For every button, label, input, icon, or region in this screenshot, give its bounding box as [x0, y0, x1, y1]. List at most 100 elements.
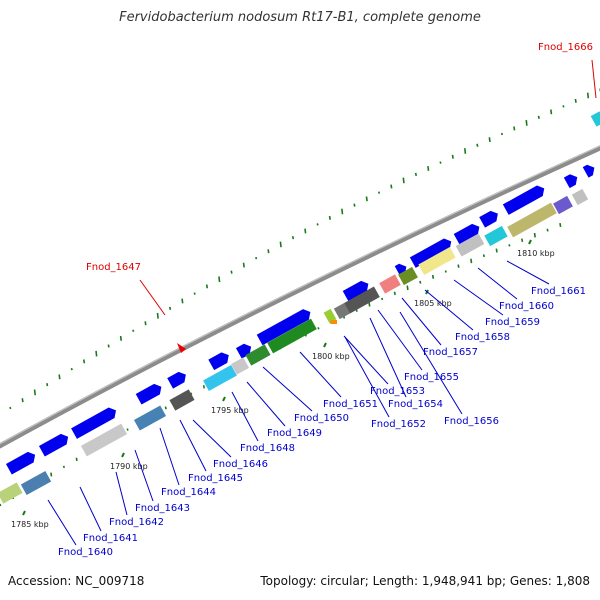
gc-dash: [164, 406, 167, 410]
gc-dash: [482, 254, 486, 258]
gene-label[interactable]: Fnod_1642: [109, 517, 164, 528]
label-leader-line: [262, 366, 313, 412]
gc-dash: [169, 306, 172, 310]
gc-dash: [550, 109, 553, 115]
gene-reverse-4[interactable]: [169, 389, 195, 411]
gene-label[interactable]: Fnod_1660: [499, 301, 554, 312]
gene-reverse-16[interactable]: [484, 225, 508, 247]
gene-reverse-9[interactable]: [323, 308, 337, 324]
gene-label[interactable]: Fnod_1648: [240, 443, 295, 454]
gene-label[interactable]: Fnod_1646: [213, 459, 268, 470]
gene-label[interactable]: Fnod_1666: [538, 42, 593, 53]
gene-label[interactable]: Fnod_1650: [294, 413, 349, 424]
label-leader-line: [369, 317, 407, 398]
gc-dash: [156, 312, 159, 319]
gc-dash: [304, 228, 307, 234]
gene-forward-4[interactable]: [167, 369, 189, 389]
gene-label[interactable]: Fnod_1657: [423, 347, 478, 358]
kbp-tick-mark: [528, 239, 532, 245]
gene-reverse-5[interactable]: [203, 364, 237, 392]
gc-dash: [470, 258, 473, 264]
gene-forward-12[interactable]: [479, 208, 501, 228]
gene-forward-2[interactable]: [71, 405, 119, 439]
gene-reverse-19[interactable]: [571, 188, 589, 206]
label-leader-line: [246, 381, 286, 427]
gene-label[interactable]: Fnod_1655: [404, 372, 459, 383]
genome-title: Fervidobacterium nodosum Rt17-B1, comple…: [119, 10, 481, 25]
gene-reverse-1[interactable]: [20, 470, 52, 496]
kbp-tick-label: 1795 kbp: [211, 406, 249, 415]
gc-dash: [559, 222, 562, 228]
gene-label[interactable]: Fnod_1653: [370, 386, 425, 397]
gene-reverse-12[interactable]: [379, 274, 401, 294]
kbp-ticks: 1785 kbp 1790 kbp 1795 kbp 1800 kbp 1805 kbp…: [11, 239, 555, 529]
gc-dash: [402, 177, 405, 184]
gene-forward-11[interactable]: [453, 221, 483, 245]
gene-reverse-15[interactable]: [455, 233, 485, 257]
gene-forward-15[interactable]: [582, 162, 598, 178]
gc-dash: [427, 166, 430, 171]
gene-label[interactable]: Fnod_1652: [371, 419, 426, 430]
gene-forward-14[interactable]: [563, 172, 580, 189]
gene-reverse-13[interactable]: [398, 266, 418, 286]
gene-block-shape: [398, 266, 418, 286]
gene-label[interactable]: Fnod_1649: [267, 428, 322, 439]
label-leader-line: [591, 59, 597, 99]
gc-dash: [574, 98, 577, 103]
gene-block-shape: [267, 318, 317, 354]
gene-reverse-18[interactable]: [553, 195, 573, 215]
gene-arrow-shape: [208, 352, 229, 371]
gene-reverse-10[interactable]: [333, 302, 351, 320]
gene-reverse-11[interactable]: [344, 286, 380, 314]
gene-forward-3[interactable]: [135, 381, 165, 405]
gene-reverse-17[interactable]: [507, 202, 557, 238]
gene-forward-0[interactable]: [5, 449, 38, 475]
gene-forward-10[interactable]: [409, 236, 454, 268]
label-leader-line: [343, 335, 389, 385]
label-leader-line: [399, 311, 463, 415]
gene-forward-7[interactable]: [256, 307, 314, 346]
gc-dash: [126, 428, 129, 431]
gene-label[interactable]: Fnod_1647: [86, 262, 141, 273]
gene-forward-13[interactable]: [502, 183, 547, 215]
gc-dash: [513, 126, 516, 131]
gc-dash: [132, 329, 135, 333]
gc-dash: [95, 350, 98, 357]
gene-label[interactable]: Fnod_1658: [455, 332, 510, 343]
gene-label[interactable]: Fnod_1651: [323, 399, 378, 410]
gene-label[interactable]: Fnod_1661: [531, 286, 586, 297]
gene-label[interactable]: Fnod_1645: [188, 473, 243, 484]
gene-label[interactable]: Fnod_1640: [58, 547, 113, 558]
gene-forward-5[interactable]: [208, 350, 231, 371]
gene-label[interactable]: Fnod_1641: [83, 533, 138, 544]
gene-reverse-8[interactable]: [267, 318, 317, 354]
gene-reverse-14[interactable]: [418, 247, 456, 275]
gene-block-shape: [323, 308, 337, 324]
gene-reverse-20[interactable]: [590, 111, 600, 127]
gene-reverse-7[interactable]: [245, 344, 271, 366]
gene-arrow-shape: [409, 238, 452, 268]
gene-reverse-0[interactable]: [0, 482, 23, 504]
gene-label[interactable]: Fnod_1644: [161, 487, 216, 498]
gene-forward-1[interactable]: [38, 431, 71, 457]
gene-label[interactable]: Fnod_1643: [135, 503, 190, 514]
gene-arrow-shape: [5, 451, 36, 475]
gene-arrow-shape: [582, 164, 595, 178]
label-leader-line: [139, 279, 166, 316]
gc-dash: [267, 249, 270, 254]
gene-arrow-shape: [563, 174, 578, 189]
gc-dash: [279, 241, 282, 248]
gc-dash: [406, 285, 409, 291]
gc-dash: [144, 321, 147, 326]
gene-label[interactable]: Fnod_1656: [444, 416, 499, 427]
gene-label[interactable]: Fnod_1654: [388, 399, 443, 410]
gene-reverse-3[interactable]: [133, 405, 167, 431]
gene-forward-8[interactable]: [342, 278, 372, 302]
gc-dash: [368, 302, 371, 307]
gc-dash: [119, 335, 123, 341]
gene-reverse-6[interactable]: [230, 357, 250, 375]
gene-reverse-2[interactable]: [80, 423, 128, 457]
gene-label[interactable]: Fnod_1659: [485, 317, 540, 328]
gc-dash: [586, 92, 590, 99]
gc-dash: [0, 503, 2, 507]
